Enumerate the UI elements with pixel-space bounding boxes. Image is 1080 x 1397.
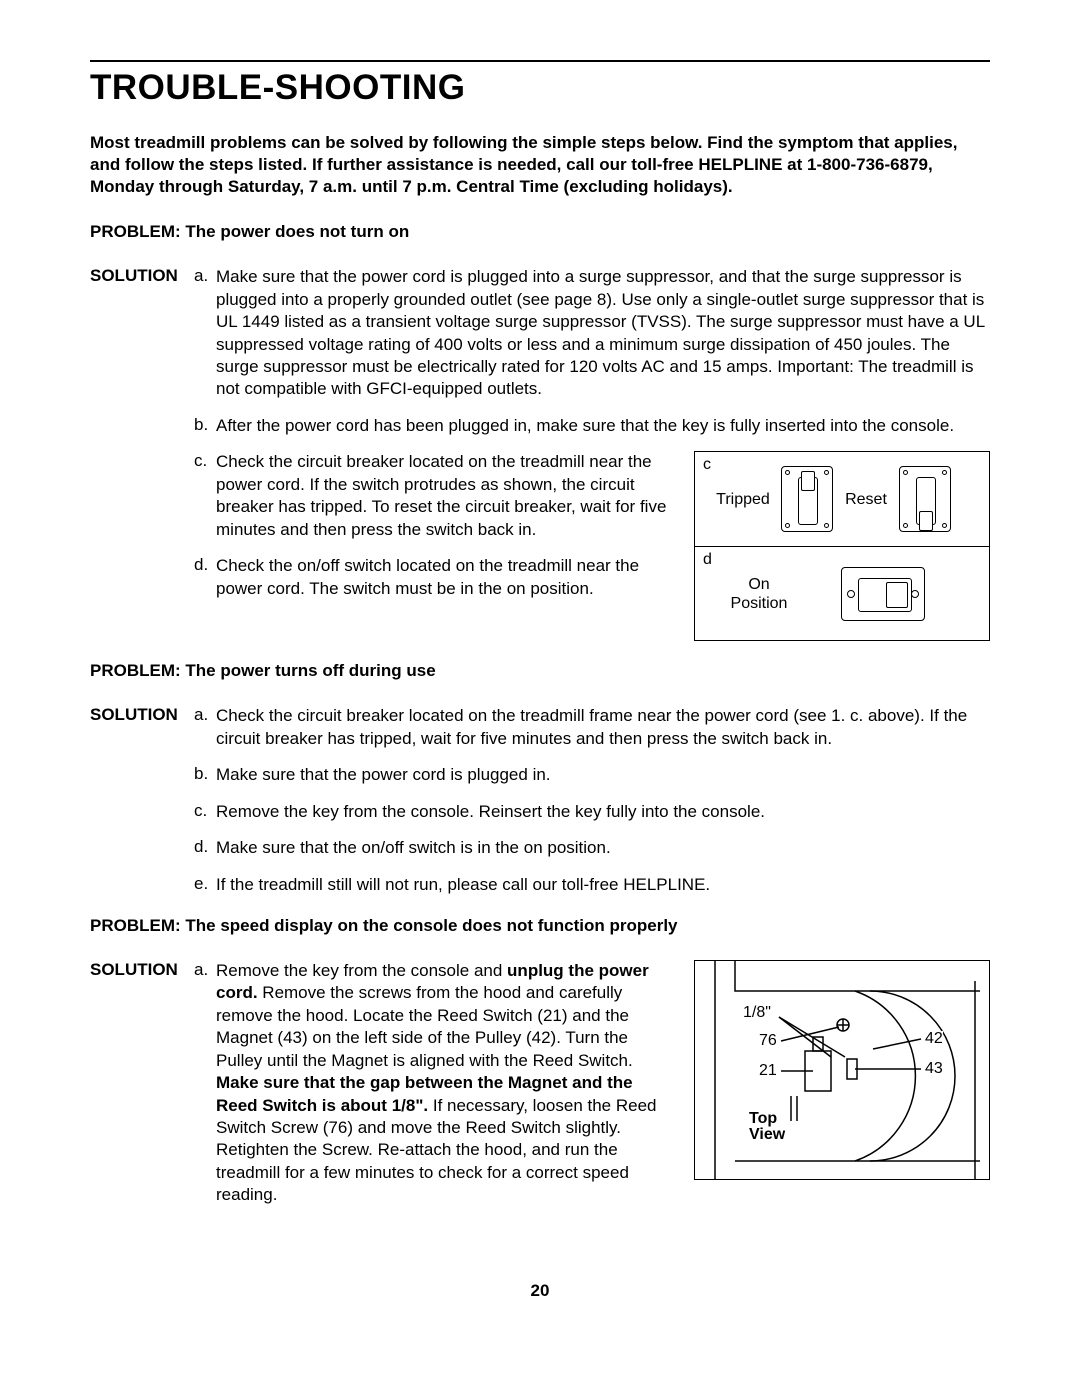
step-letter: c. — [194, 801, 216, 821]
step-text: Check the circuit breaker located on the… — [216, 451, 676, 541]
page-number: 20 — [90, 1281, 990, 1301]
step-letter: b. — [194, 764, 216, 784]
problem-3-step-a: SOLUTION a. Remove the key from the cons… — [90, 960, 676, 1207]
reset-switch-icon — [899, 466, 951, 532]
breaker-row-c: c Tripped Reset — [695, 452, 989, 546]
reed-switch-figure: 1/8" 76 21 42 43 Top View — [694, 960, 990, 1180]
onoff-switch-icon — [841, 567, 925, 621]
problem-2-step-b: b. Make sure that the power cord is plug… — [90, 764, 990, 786]
part-76-label: 76 — [759, 1033, 777, 1049]
solution-label: SOLUTION — [90, 960, 194, 980]
step-letter: e. — [194, 874, 216, 894]
part-42-label: 42 — [925, 1031, 943, 1047]
step-letter: d. — [194, 837, 216, 857]
manual-page: TROUBLE-SHOOTING Most treadmill problems… — [0, 0, 1080, 1397]
step-letter: d. — [194, 555, 216, 575]
step-text: Make sure that the power cord is plugged… — [216, 764, 990, 786]
tripped-label: Tripped — [711, 490, 775, 509]
tripped-switch-icon — [781, 466, 833, 532]
top-view-label: Top View — [749, 1111, 785, 1143]
step-letter: a. — [194, 705, 216, 725]
problem-2-step-c: c. Remove the key from the console. Rein… — [90, 801, 990, 823]
step-letter: a. — [194, 266, 216, 286]
p3-text-1: Remove the key from the console and — [216, 961, 507, 980]
trouble-shooting-title: TROUBLE-SHOOTING — [90, 68, 990, 108]
problem-2-heading: PROBLEM: The power turns off during use — [90, 661, 990, 681]
problem-1-heading: PROBLEM: The power does not turn on — [90, 222, 990, 242]
step-text: Make sure that the on/off switch is in t… — [216, 837, 990, 859]
problem-2-step-d: d. Make sure that the on/off switch is i… — [90, 837, 990, 859]
reset-label: Reset — [839, 490, 893, 509]
step-text: If the treadmill still will not run, ple… — [216, 874, 990, 896]
p3-text-2: Remove the screws from the hood and care… — [216, 983, 633, 1069]
part-21-label: 21 — [759, 1063, 777, 1079]
problem-1-step-d: d. Check the on/off switch located on th… — [90, 555, 676, 600]
problem-3-heading: PROBLEM: The speed display on the consol… — [90, 916, 990, 936]
problem-2-step-a: SOLUTION a. Check the circuit breaker lo… — [90, 705, 990, 750]
step-text: After the power cord has been plugged in… — [216, 415, 990, 437]
figure-row-letter: d — [703, 551, 712, 569]
part-43-label: 43 — [925, 1061, 943, 1077]
on-label-line2: Position — [731, 595, 788, 612]
step-text: Remove the key from the console. Reinser… — [216, 801, 990, 823]
intro-paragraph: Most treadmill problems can be solved by… — [90, 132, 990, 198]
step-letter: b. — [194, 415, 216, 435]
figure-row-letter: c — [703, 456, 711, 474]
on-position-label: On Position — [723, 575, 795, 613]
gap-label: 1/8" — [743, 1005, 771, 1021]
step-letter: a. — [194, 960, 216, 980]
problem-1-step-c: c. Check the circuit breaker located on … — [90, 451, 676, 541]
problem-2-step-e: e. If the treadmill still will not run, … — [90, 874, 990, 896]
step-text: Check the circuit breaker located on the… — [216, 705, 990, 750]
breaker-row-d: d On Position — [695, 546, 989, 640]
problem-1-step-b: b. After the power cord has been plugged… — [90, 415, 990, 437]
step-text: Check the on/off switch located on the t… — [216, 555, 676, 600]
step-text: Remove the key from the console and unpl… — [216, 960, 676, 1207]
reed-switch-diagram-icon — [695, 961, 990, 1180]
top-view-line1: Top — [749, 1110, 777, 1127]
top-view-line2: View — [749, 1126, 785, 1143]
circuit-breaker-figure: c Tripped Reset d — [694, 451, 990, 641]
step-letter: c. — [194, 451, 216, 471]
top-rule — [90, 60, 990, 62]
problem-1-step-a: SOLUTION a. Make sure that the power cor… — [90, 266, 990, 401]
on-label-line1: On — [748, 576, 769, 593]
step-text: Make sure that the power cord is plugged… — [216, 266, 990, 401]
solution-label: SOLUTION — [90, 266, 194, 286]
solution-label: SOLUTION — [90, 705, 194, 725]
